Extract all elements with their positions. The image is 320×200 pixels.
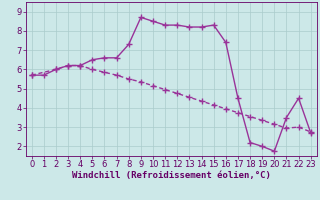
X-axis label: Windchill (Refroidissement éolien,°C): Windchill (Refroidissement éolien,°C) xyxy=(72,171,271,180)
